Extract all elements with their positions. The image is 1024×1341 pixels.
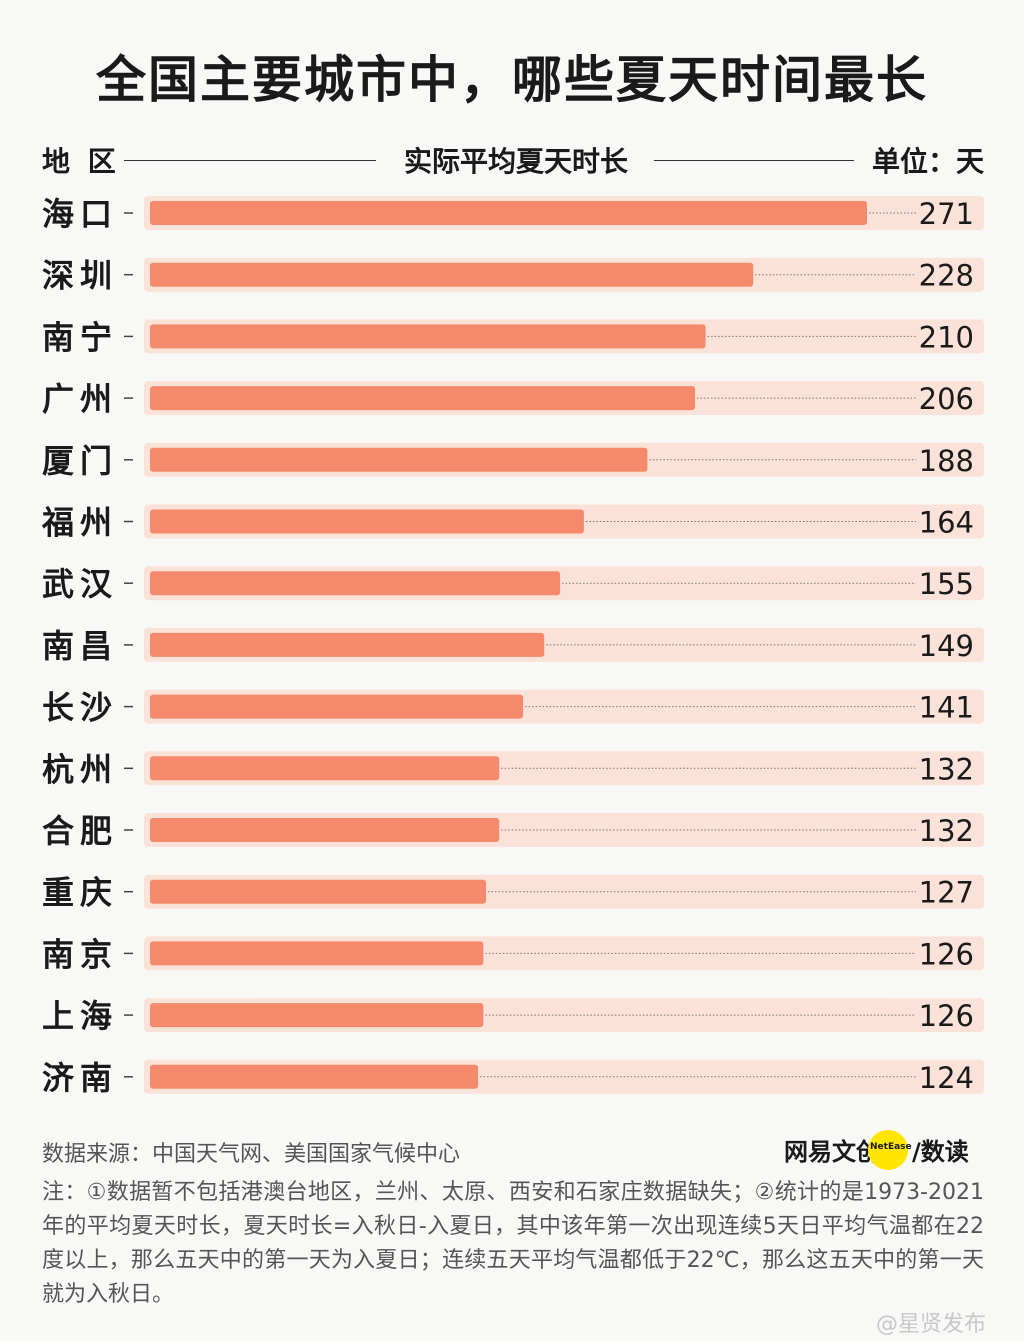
bar (150, 262, 754, 287)
value-label: 141 (919, 691, 974, 725)
category-label: 南宁 (42, 318, 118, 356)
netease-logo: 网易文创 NetEase /数读 (784, 1130, 984, 1170)
category-label: 海口 (42, 195, 118, 233)
category-label: 南京 (42, 935, 118, 973)
header-unit-label: 单位：天 (871, 145, 984, 178)
value-label: 271 (919, 197, 974, 231)
logo-text-suffix: /数读 (912, 1138, 969, 1166)
footnote: 注：①数据暂不包括港澳台地区，兰州、太原、西安和石家庄数据缺失；②统计的是197… (42, 1180, 984, 1307)
bar (150, 201, 867, 225)
category-label: 厦门 (42, 442, 118, 480)
header-rule-left (124, 160, 376, 161)
bar (150, 1003, 484, 1028)
bar (150, 509, 584, 534)
bar (150, 756, 500, 781)
header-region-label: 地 区 (42, 145, 120, 178)
category-label: 长沙 (42, 689, 118, 727)
data-source: 数据来源：中国天气网、美国国家气候中心 (42, 1142, 461, 1167)
value-label: 126 (919, 937, 974, 971)
category-label: 济南 (42, 1059, 118, 1097)
category-label: 广州 (42, 380, 118, 418)
category-label: 武汉 (42, 565, 118, 603)
category-label: 深圳 (42, 257, 118, 295)
chart-header: 地 区 实际平均夏天时长 单位：天 (42, 140, 984, 180)
value-label: 188 (919, 444, 974, 478)
header-rule-right (654, 160, 854, 161)
chart-title: 全国主要城市中，哪些夏天时间最长 (96, 51, 928, 109)
value-label: 132 (919, 814, 974, 848)
value-label: 126 (919, 999, 974, 1033)
value-label: 124 (919, 1061, 974, 1095)
bar (150, 1064, 479, 1089)
bar (150, 386, 696, 411)
bar (150, 324, 706, 349)
category-label: 上海 (42, 997, 118, 1035)
logo-en: NetEase (870, 1142, 912, 1152)
bar (150, 447, 648, 472)
value-label: 206 (919, 382, 974, 416)
category-label: 杭州 (42, 750, 118, 788)
header-metric-label: 实际平均夏天时长 (403, 145, 628, 178)
weibo-watermark: @星贤发布 (876, 1312, 987, 1337)
logo-dot-icon (868, 1130, 908, 1170)
logo-text: 网易文创 (784, 1138, 880, 1166)
value-label: 149 (919, 629, 974, 663)
category-label: 合肥 (42, 812, 118, 850)
category-label: 重庆 (42, 874, 118, 912)
category-label: 南昌 (42, 627, 118, 665)
value-label: 127 (919, 876, 974, 910)
bar (150, 632, 545, 657)
bar (150, 818, 500, 842)
value-label: 210 (919, 320, 974, 354)
value-label: 228 (919, 259, 974, 293)
bar (150, 571, 561, 596)
bar (150, 941, 484, 966)
value-label: 132 (919, 752, 974, 786)
value-label: 155 (919, 567, 974, 601)
category-label: 福州 (41, 504, 118, 542)
value-label: 164 (919, 506, 974, 540)
bar (150, 694, 524, 719)
bar (150, 879, 487, 904)
